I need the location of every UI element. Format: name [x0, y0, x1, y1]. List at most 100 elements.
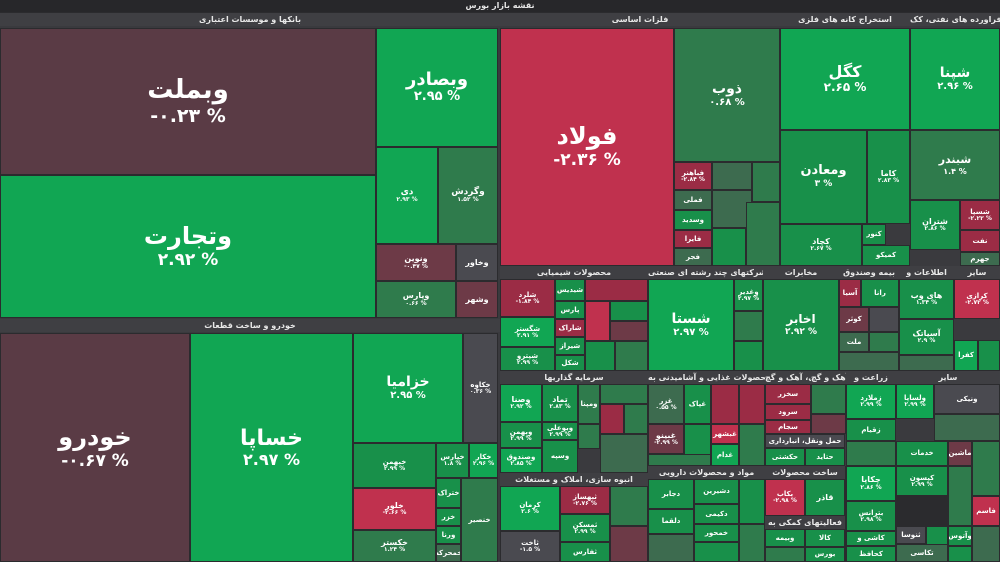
stock-tile[interactable]: شیدیس: [555, 279, 585, 301]
stock-tile[interactable]: [869, 307, 899, 332]
stock-tile[interactable]: شکل: [555, 355, 585, 371]
stock-tile[interactable]: وگردش ۱.۵۲ %: [438, 147, 498, 244]
sector-title[interactable]: محصولات غذایی و آشامیدنی به: [648, 371, 765, 384]
stock-tile[interactable]: ثنوسا: [896, 526, 926, 544]
stock-tile[interactable]: [746, 202, 780, 266]
stock-tile[interactable]: [600, 434, 648, 473]
stock-tile[interactable]: وبملت -۰.۲۳ %: [0, 28, 376, 175]
stock-tile[interactable]: غبینو -۲.۹۹ %: [648, 424, 684, 454]
stock-tile[interactable]: [934, 414, 1000, 441]
stock-tile[interactable]: [610, 301, 648, 321]
sector-title[interactable]: سایر: [896, 371, 1000, 384]
stock-tile[interactable]: خبهمن ۲.۹۹ %: [353, 443, 436, 488]
stock-tile[interactable]: وصندوق ۲.۸۵ %: [500, 448, 542, 473]
stock-tile[interactable]: کنور: [862, 224, 886, 245]
stock-tile[interactable]: [734, 311, 763, 341]
stock-tile[interactable]: تکاسی: [896, 544, 948, 562]
stock-tile[interactable]: فایرا: [674, 230, 712, 248]
stock-tile[interactable]: خکاوه ۰.۳۶ %: [463, 333, 498, 443]
stock-tile[interactable]: وسپه: [542, 440, 578, 473]
stock-tile[interactable]: خزامیا ۲.۹۵ %: [353, 333, 463, 443]
stock-tile[interactable]: شیراز: [555, 337, 585, 355]
stock-tile[interactable]: دکیمی: [694, 504, 739, 524]
sector-title[interactable]: بیمه وصندوق: [839, 266, 899, 279]
stock-tile[interactable]: [585, 341, 615, 371]
stock-tile[interactable]: غدام: [711, 444, 739, 466]
stock-tile[interactable]: بترانس ۲.۹۸ %: [846, 501, 896, 531]
stock-tile[interactable]: غپاک: [684, 384, 711, 424]
stock-tile[interactable]: ونوین -۰.۴۷ %: [376, 244, 456, 281]
stock-tile[interactable]: وصنا ۲.۹۲ %: [500, 384, 542, 422]
stock-tile[interactable]: فجر: [674, 248, 712, 266]
stock-tile[interactable]: [739, 524, 765, 562]
stock-tile[interactable]: حکشتی: [765, 448, 805, 466]
stock-tile[interactable]: وسدید: [674, 210, 712, 230]
stock-tile[interactable]: [624, 404, 648, 434]
stock-tile[interactable]: [739, 384, 765, 424]
stock-tile[interactable]: کالا: [805, 529, 845, 547]
stock-tile[interactable]: کفرا: [954, 340, 978, 371]
stock-tile[interactable]: ولساپا ۲.۹۹ %: [896, 384, 934, 419]
stock-tile[interactable]: آسیا: [839, 279, 861, 307]
stock-tile[interactable]: [765, 547, 805, 562]
stock-tile[interactable]: [948, 546, 972, 562]
stock-tile[interactable]: غزر ۰.۵۵ %: [648, 384, 684, 424]
stock-tile[interactable]: چکاپا ۲.۸۶ %: [846, 466, 896, 501]
sector-title[interactable]: استخراج کانه های فلزی: [780, 13, 910, 26]
stock-tile[interactable]: [869, 332, 899, 352]
stock-tile[interactable]: جهرم: [960, 252, 1000, 266]
stock-tile[interactable]: وپارس ۰.۶۶ %: [376, 281, 456, 318]
stock-tile[interactable]: خکار ۲.۹۶ %: [469, 443, 498, 478]
stock-tile[interactable]: کگل ۲.۶۵ %: [780, 28, 910, 130]
stock-tile[interactable]: رانا: [861, 279, 899, 307]
stock-tile[interactable]: ختراک: [436, 478, 461, 508]
stock-tile[interactable]: [615, 341, 648, 371]
stock-tile[interactable]: بورس: [805, 547, 845, 562]
stock-tile[interactable]: ونیکی: [934, 384, 1000, 414]
stock-tile[interactable]: خکستر ۱.۲۴ %: [353, 530, 436, 562]
sector-title[interactable]: فعالیتهای کمکی به: [765, 516, 845, 529]
sector-title[interactable]: بانکها و موسسات اعتباری: [0, 13, 500, 26]
stock-tile[interactable]: شبندر ۱.۴ %: [910, 130, 1000, 200]
stock-tile[interactable]: ثفارس: [560, 542, 610, 562]
stock-tile[interactable]: [752, 162, 780, 202]
stock-tile[interactable]: کچاد ۲.۶۷ %: [780, 224, 862, 266]
stock-tile[interactable]: زقیام: [846, 419, 896, 441]
stock-tile[interactable]: وبوعلی ۲.۹۹ %: [542, 422, 578, 440]
stock-tile[interactable]: شتران ۲.۸۶ %: [910, 200, 960, 250]
stock-tile[interactable]: ذوب ۰.۶۸ %: [674, 28, 780, 162]
stock-tile[interactable]: خزر: [436, 508, 461, 526]
stock-tile[interactable]: وخاور: [456, 244, 498, 281]
stock-tile[interactable]: [648, 534, 694, 562]
stock-tile[interactable]: [585, 301, 610, 341]
stock-tile[interactable]: ورنا: [436, 526, 461, 544]
stock-tile[interactable]: حتاید: [805, 448, 845, 466]
stock-tile[interactable]: دی ۲.۹۳ %: [376, 147, 438, 244]
stock-tile[interactable]: فملی: [674, 190, 712, 210]
sector-title[interactable]: زراعت و: [846, 371, 896, 384]
stock-tile[interactable]: بکاب -۲.۹۸ %: [765, 479, 805, 516]
stock-tile[interactable]: [948, 466, 972, 526]
stock-tile[interactable]: فباهنر -۲.۸۴ %: [674, 162, 712, 190]
sector-title[interactable]: سایر: [954, 266, 1000, 279]
stock-tile[interactable]: سجام: [765, 420, 811, 434]
stock-tile[interactable]: [585, 279, 648, 301]
stock-tile[interactable]: [610, 486, 648, 526]
stock-tile[interactable]: خمحرکه: [436, 544, 461, 562]
stock-tile[interactable]: خمحور: [694, 524, 739, 542]
stock-tile[interactable]: وبیمه: [765, 529, 805, 547]
stock-tile[interactable]: [610, 526, 648, 562]
stock-tile[interactable]: سخزر: [765, 384, 811, 404]
stock-tile[interactable]: وبصادر ۲.۹۵ %: [376, 28, 498, 147]
sector-title[interactable]: اطلاعات و: [899, 266, 954, 279]
stock-tile[interactable]: پارس: [555, 301, 585, 319]
stock-tile[interactable]: فاسم: [972, 496, 1000, 526]
stock-tile[interactable]: [648, 454, 711, 466]
stock-tile[interactable]: شلرد -۱.۸۴ %: [500, 279, 555, 317]
stock-tile[interactable]: نفت: [960, 230, 1000, 252]
sector-title[interactable]: خودرو و ساخت قطعات: [0, 319, 500, 332]
stock-tile[interactable]: وشهر: [456, 281, 498, 318]
stock-tile[interactable]: خپارس ۱.۸ %: [436, 443, 469, 478]
stock-tile[interactable]: تماد ۲.۸۳ %: [542, 384, 578, 422]
stock-tile[interactable]: حمل ونقل، انبارداری: [765, 434, 845, 448]
